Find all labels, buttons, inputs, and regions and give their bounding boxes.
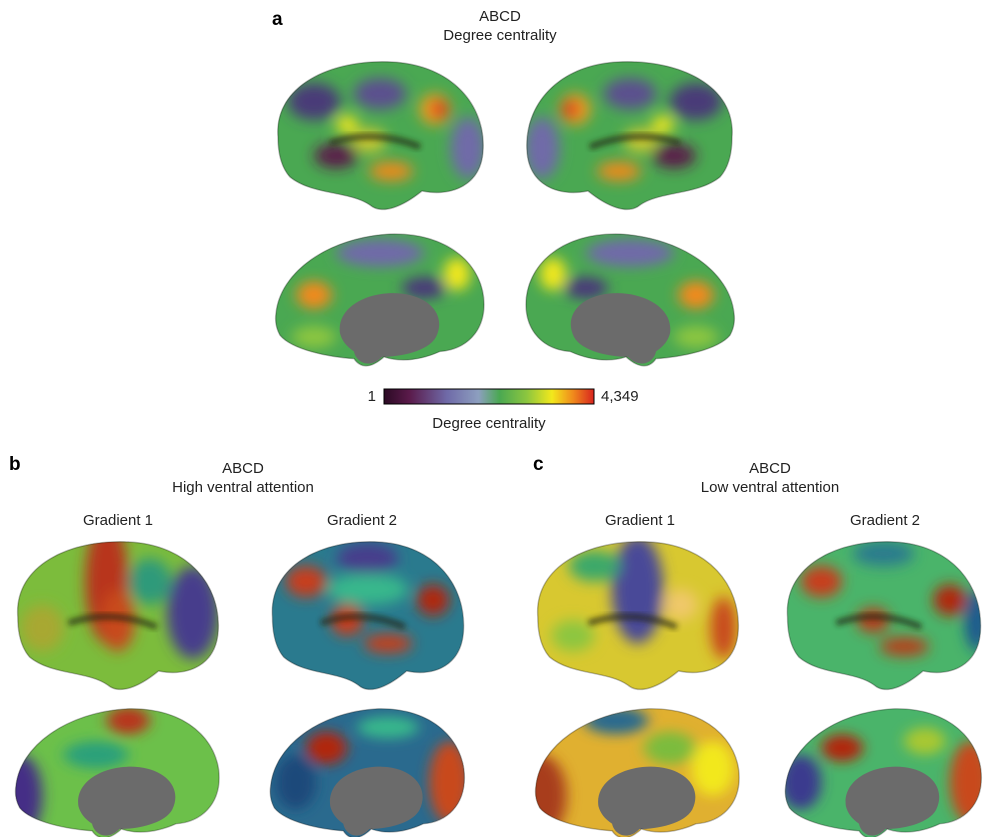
panel-title: ABCD <box>222 460 264 477</box>
brain-surface <box>526 61 733 211</box>
panel-title: ABCD <box>479 8 521 25</box>
colorbar-label: Degree centrality <box>432 415 546 432</box>
brain-surface <box>14 708 220 837</box>
brain-surface <box>525 233 736 367</box>
panel-subtitle: High ventral attention <box>172 479 314 496</box>
brain-surface <box>274 233 485 367</box>
brain-surface <box>784 708 983 837</box>
colorbar-min: 1 <box>368 388 376 405</box>
column-label: Gradient 1 <box>83 512 153 529</box>
brain-surface <box>537 541 739 691</box>
brain-surface <box>17 541 219 691</box>
column-label: Gradient 1 <box>605 512 675 529</box>
panel-title: ABCD <box>749 460 791 477</box>
brain-surfaces <box>14 61 983 837</box>
panel-subtitle: Low ventral attention <box>701 479 839 496</box>
brain-surface <box>277 61 484 211</box>
brain-surface <box>269 708 466 837</box>
panel-label: a <box>272 9 283 30</box>
column-label: Gradient 2 <box>850 512 920 529</box>
colorbar <box>383 388 595 405</box>
colorbar-max: 4,349 <box>601 388 639 405</box>
brain-surface <box>271 541 465 691</box>
column-label: Gradient 2 <box>327 512 397 529</box>
brain-surface <box>534 708 740 837</box>
panel-subtitle: Degree centrality <box>443 27 557 44</box>
brain-surface <box>786 541 982 691</box>
panel-label: c <box>533 454 544 475</box>
panel-label: b <box>9 454 21 475</box>
